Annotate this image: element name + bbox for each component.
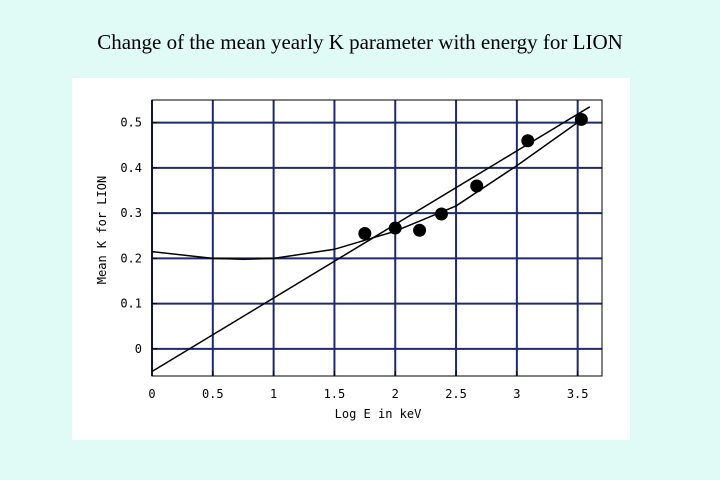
x-tick-label: 3 bbox=[513, 387, 520, 401]
data-point bbox=[521, 134, 535, 148]
y-tick-label: 0.2 bbox=[120, 251, 142, 265]
slide-title: Change of the mean yearly K parameter wi… bbox=[97, 30, 623, 54]
data-point bbox=[413, 223, 427, 237]
chart-panel: 0 0.5 1 1.5 2 2.5 3 3.5 0 0.1 0.2 0.3 0.4 0.5 Log E i… bbox=[72, 78, 630, 440]
points-layer bbox=[358, 112, 588, 240]
x-tick-label: 2 bbox=[392, 387, 399, 401]
x-tick-label: 0 bbox=[148, 387, 155, 401]
data-point bbox=[574, 112, 588, 126]
data-point bbox=[434, 207, 448, 221]
y-tick-label: 0 bbox=[135, 342, 142, 356]
y-tick-label: 0.4 bbox=[120, 161, 142, 175]
x-axis-label: Log E in keV bbox=[335, 407, 422, 421]
frame-layer bbox=[151, 99, 603, 377]
y-tick-label: 0.5 bbox=[120, 116, 142, 130]
plot-frame bbox=[151, 99, 603, 377]
x-tick-label: 1 bbox=[270, 387, 277, 401]
ticks-layer: 0 0.5 1 1.5 2 2.5 3 3.5 0 0.1 0.2 0.3 0.4 0.5 bbox=[120, 116, 588, 401]
data-point bbox=[388, 221, 402, 235]
x-tick-label: 1.5 bbox=[324, 387, 346, 401]
fit-lines-layer bbox=[151, 106, 591, 373]
data-point bbox=[470, 179, 484, 193]
data-point bbox=[358, 226, 372, 240]
grid-layer bbox=[151, 100, 602, 376]
y-tick-label: 0.1 bbox=[120, 297, 142, 311]
quadratic-fit-line bbox=[151, 117, 585, 261]
x-tick-label: 2.5 bbox=[445, 387, 467, 401]
y-axis-label: Mean K for LION bbox=[95, 176, 109, 284]
y-tick-label: 0.3 bbox=[120, 206, 142, 220]
x-tick-label: 3.5 bbox=[567, 387, 589, 401]
x-tick-label: 0.5 bbox=[202, 387, 224, 401]
chart-svg: 0 0.5 1 1.5 2 2.5 3 3.5 0 0.1 0.2 0.3 0.4 0.5 Log E i… bbox=[95, 99, 603, 421]
